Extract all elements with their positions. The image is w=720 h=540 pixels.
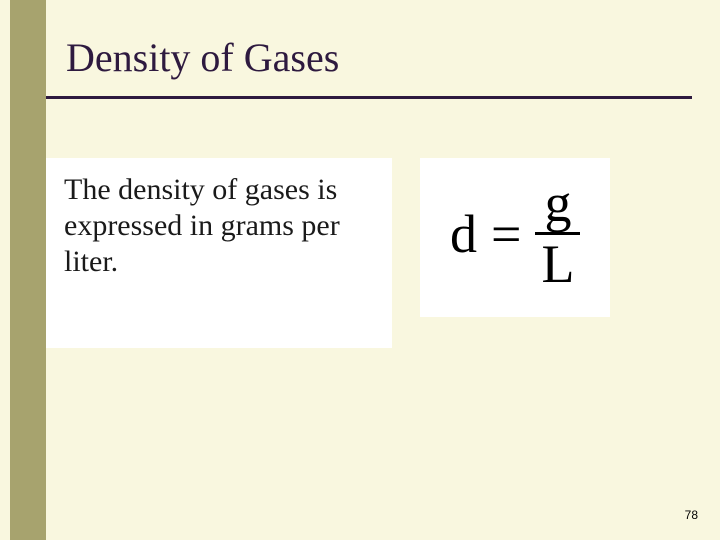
footer-bullet-icon — [28, 510, 36, 518]
page-number: 78 — [685, 508, 698, 522]
density-formula: d = g L — [450, 176, 580, 291]
body-text-box: The density of gases is expressed in gra… — [46, 158, 392, 348]
formula-fraction: g L — [535, 176, 580, 291]
formula-denominator: L — [535, 235, 580, 291]
title-underline — [46, 96, 692, 99]
formula-equals: = — [491, 203, 521, 265]
slide-title: Density of Gases — [66, 34, 339, 81]
accent-sidebar — [10, 0, 46, 540]
formula-lhs: d — [450, 203, 477, 265]
content-area: The density of gases is expressed in gra… — [46, 158, 692, 348]
formula-box: d = g L — [420, 158, 610, 317]
formula-numerator: g — [538, 176, 577, 232]
body-text: The density of gases is expressed in gra… — [64, 173, 340, 278]
